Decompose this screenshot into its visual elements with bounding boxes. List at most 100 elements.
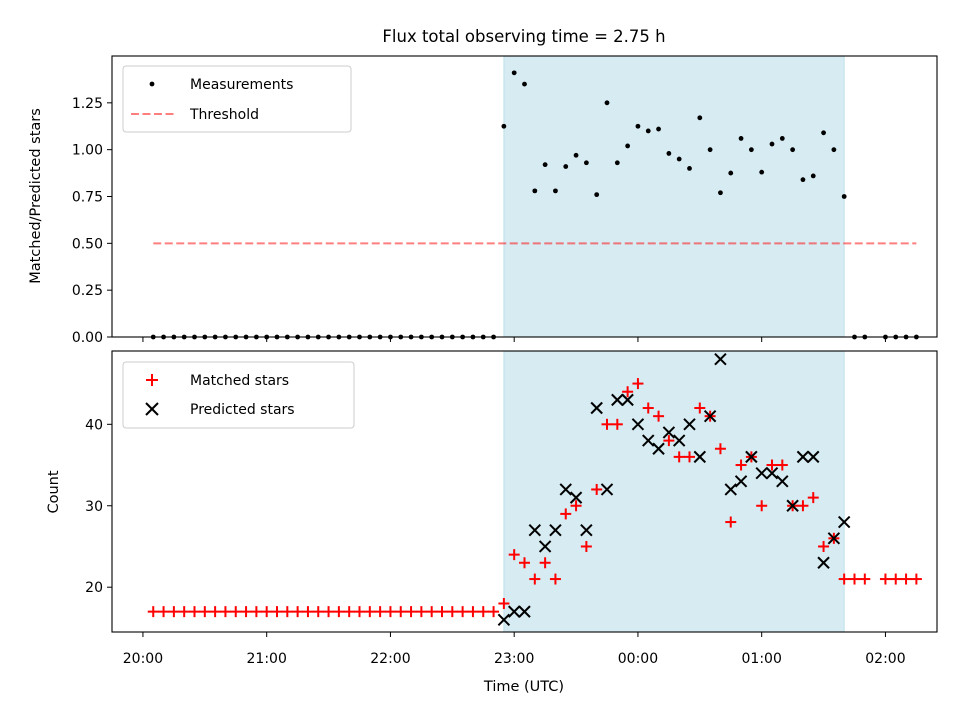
matched-star-point xyxy=(230,606,242,618)
legend-matched-marker xyxy=(146,374,158,386)
matched-star-point xyxy=(684,451,695,463)
measurement-point xyxy=(522,81,527,87)
measurement-point xyxy=(553,188,558,194)
matched-star-point xyxy=(354,606,365,618)
predicted-star-point xyxy=(662,426,676,439)
x-tick-label: 02:00 xyxy=(865,651,905,667)
matched-star-point xyxy=(312,606,324,618)
predicted-star-point xyxy=(528,523,542,537)
measurement-point xyxy=(718,190,723,196)
top-legend-box xyxy=(122,65,352,133)
matched-star-point xyxy=(807,492,819,504)
predicted-x-b xyxy=(559,483,572,496)
predicted-star-point xyxy=(724,483,737,496)
matched-star-point xyxy=(663,435,675,447)
bottom-plot-frame xyxy=(111,350,938,633)
top-y-axis-label: Matched/Predicted stars xyxy=(28,108,44,284)
matched-star-point xyxy=(591,483,603,495)
predicted-x-b xyxy=(518,605,531,618)
x-tick-label: 22:00 xyxy=(370,651,410,667)
matched-star-point xyxy=(240,606,252,618)
matched-star-point xyxy=(426,606,438,618)
matched-star-point xyxy=(653,410,665,422)
predicted-star-point xyxy=(621,393,634,407)
matched-star-point xyxy=(735,459,747,471)
matched-star-point xyxy=(910,573,922,585)
predicted-star-point xyxy=(549,523,562,537)
predicted-star-point xyxy=(703,409,717,423)
bottom-x-ticks: 20:00 21:00 22:00 23:00 00:00 01:00 02:00 xyxy=(123,632,906,667)
matched-star-point xyxy=(250,606,262,618)
measurement-point xyxy=(676,156,682,162)
measurement-point xyxy=(821,130,826,136)
measurement-point xyxy=(790,147,796,153)
predicted-x-b xyxy=(807,450,820,464)
matched-star-point xyxy=(446,606,458,618)
predicted-star-point xyxy=(580,523,593,537)
y-tick-label: 1.00 xyxy=(72,143,103,159)
legend-predicted-label: Predicted stars xyxy=(190,402,295,418)
predicted-x-b xyxy=(776,475,789,488)
predicted-x-b xyxy=(569,491,583,504)
matched-star-point xyxy=(178,606,190,618)
predicted-star-point xyxy=(837,515,851,529)
bottom-points-group xyxy=(147,352,922,626)
predicted-star-point xyxy=(683,418,696,431)
y-tick-label: 0.00 xyxy=(72,330,103,346)
matched-star-point xyxy=(333,606,345,618)
matched-star-point xyxy=(364,606,376,618)
measurement-point xyxy=(666,151,672,156)
x-tick-label: 20:00 xyxy=(123,651,163,667)
matched-star-point xyxy=(281,606,293,618)
predicted-x-b xyxy=(755,466,768,480)
measurement-point xyxy=(779,136,785,141)
y-tick-label: 40 xyxy=(85,417,103,433)
predicted-star-point xyxy=(507,605,521,618)
predicted-star-point xyxy=(827,532,841,545)
measurement-point xyxy=(583,160,589,166)
predicted-star-point xyxy=(497,613,511,626)
matched-star-point xyxy=(879,573,891,585)
predicted-star-point xyxy=(642,434,655,447)
matched-star-point xyxy=(519,557,530,569)
measurement-point xyxy=(810,173,816,179)
matched-star-point xyxy=(838,573,850,585)
predicted-star-point xyxy=(518,605,531,618)
matched-star-point xyxy=(890,573,902,585)
measurement-point xyxy=(604,100,610,106)
matched-star-point xyxy=(797,500,809,512)
measurement-point xyxy=(728,170,734,176)
matched-star-point xyxy=(694,402,706,414)
y-tick-label: 1.25 xyxy=(72,96,103,112)
matched-star-point xyxy=(302,606,314,618)
legend-measurements-label: Measurements xyxy=(190,77,293,93)
measurement-point xyxy=(687,166,692,171)
predicted-x-b xyxy=(580,523,593,537)
predicted-x-b xyxy=(600,483,614,496)
predicted-x-b xyxy=(642,434,655,447)
predicted-star-point xyxy=(569,491,583,504)
predicted-star-point xyxy=(807,450,820,464)
bottom-shaded-span xyxy=(503,350,845,633)
measurement-point xyxy=(501,123,507,129)
x-tick-label: 00:00 xyxy=(618,651,658,667)
matched-star-point xyxy=(219,606,231,618)
matched-star-point xyxy=(323,606,335,618)
matched-star-point xyxy=(849,573,860,585)
predicted-x-b xyxy=(724,483,737,496)
predicted-star-point xyxy=(714,352,727,366)
predicted-x-b xyxy=(621,393,634,407)
predicted-x-b xyxy=(507,605,521,618)
predicted-star-point xyxy=(786,499,799,512)
top-legend: Measurements Threshold xyxy=(122,65,352,133)
matched-star-point xyxy=(261,606,273,618)
matched-star-point xyxy=(601,418,613,430)
legend-measurements-marker xyxy=(149,81,155,87)
predicted-star-point xyxy=(611,393,624,407)
predicted-star-point xyxy=(745,450,758,464)
x-tick-label: 23:00 xyxy=(494,651,534,667)
predicted-x-b xyxy=(817,556,830,569)
measurement-point xyxy=(645,128,651,134)
predicted-star-point xyxy=(590,401,603,415)
